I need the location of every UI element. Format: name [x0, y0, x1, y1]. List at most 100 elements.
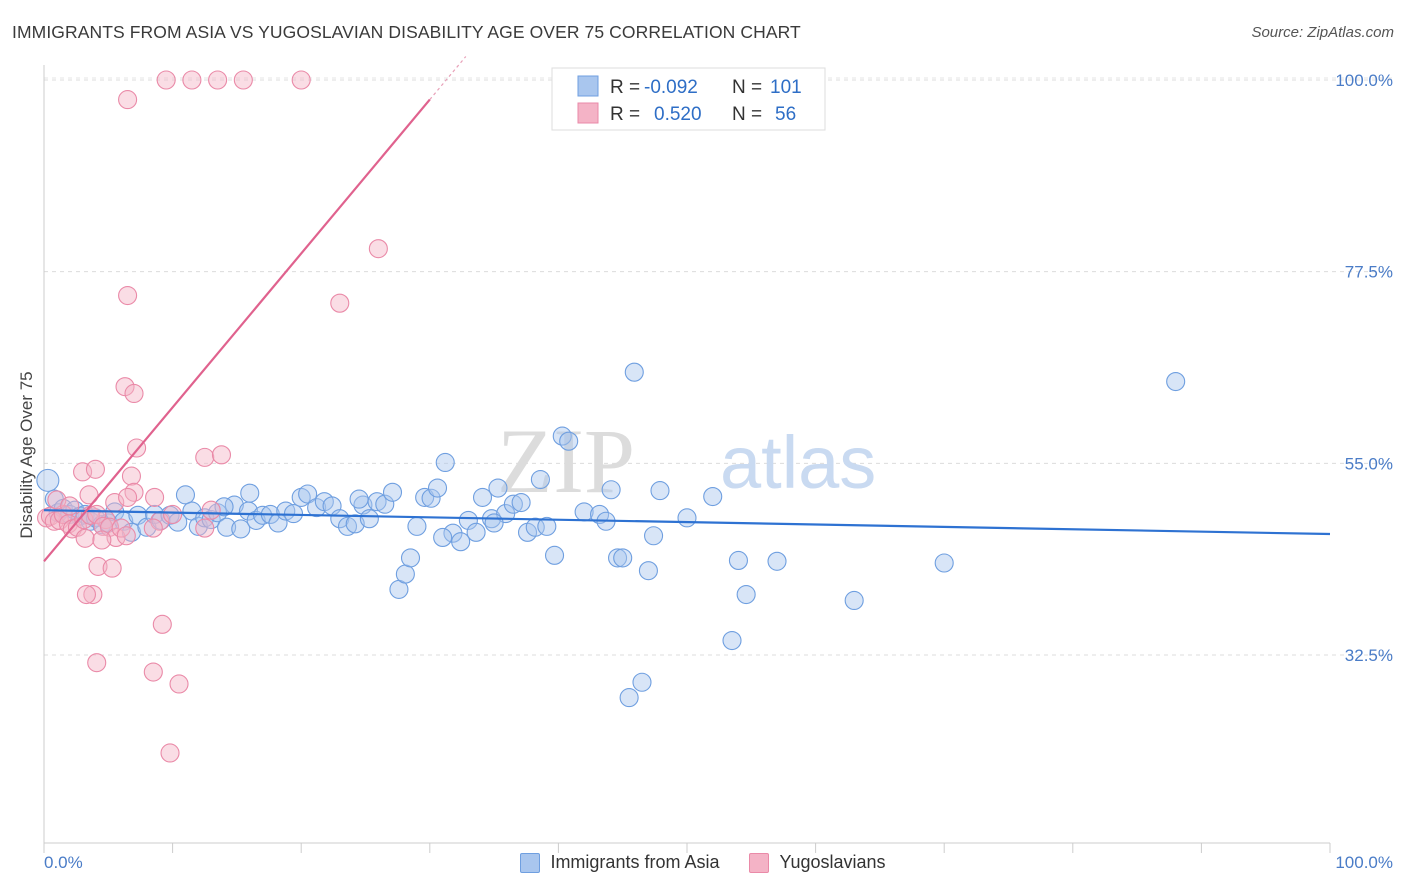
data-point-asia	[638, 561, 658, 581]
chart-title: IMMIGRANTS FROM ASIA VS YUGOSLAVIAN DISA…	[12, 22, 801, 42]
data-point-yugo	[143, 518, 163, 538]
data-point-asia	[650, 481, 670, 501]
data-point-yugo	[143, 662, 163, 682]
data-point-asia	[395, 564, 415, 584]
scatter-points	[36, 70, 1186, 763]
bottom-legend-swatch-yugo	[749, 852, 770, 873]
data-point-asia	[722, 630, 742, 651]
data-point-asia	[421, 488, 441, 508]
legend-swatch-yugo	[577, 102, 599, 124]
data-point-yugo	[79, 485, 99, 505]
legend-n-value-yugo: 56	[775, 104, 796, 125]
data-point-asia	[934, 553, 954, 573]
source-note: Source: ZipAtlas.com	[1251, 24, 1394, 41]
data-point-asia	[703, 487, 723, 507]
data-point-asia	[307, 498, 327, 518]
data-point-asia	[175, 485, 196, 505]
data-point-asia	[844, 590, 864, 611]
data-point-yugo	[195, 447, 215, 467]
gridlines	[44, 77, 1393, 656]
data-point-asia	[382, 482, 403, 502]
data-point-asia	[632, 672, 652, 692]
data-point-yugo	[121, 466, 141, 486]
data-point-asia	[552, 426, 572, 446]
data-point-asia	[330, 509, 350, 529]
data-point-asia	[601, 480, 621, 500]
data-point-yugo	[118, 487, 138, 507]
data-point-asia	[537, 516, 557, 536]
bottom-legend-label-asia: Immigrants from Asia	[550, 852, 720, 872]
data-point-yugo	[102, 558, 122, 578]
data-point-asia	[427, 478, 448, 498]
data-point-asia	[435, 452, 455, 473]
data-point-yugo	[87, 653, 107, 673]
data-point-asia	[375, 494, 395, 514]
data-point-asia	[400, 548, 421, 568]
data-point-asia	[407, 516, 427, 536]
data-point-asia	[472, 487, 493, 507]
bottom-legend-item-asia: Immigrants from Asia	[520, 852, 719, 873]
data-point-asia	[451, 532, 471, 552]
legend-r-label-asia: R =	[610, 77, 640, 98]
data-point-yugo	[291, 70, 311, 90]
data-point-asia	[217, 517, 237, 537]
data-point-asia	[121, 522, 141, 542]
data-point-yugo	[116, 526, 136, 546]
data-point-asia	[433, 527, 453, 547]
data-point-asia	[624, 362, 644, 382]
data-point-yugo	[368, 239, 388, 259]
data-point-asia	[767, 551, 787, 571]
data-point-asia	[345, 514, 365, 534]
data-point-asia	[214, 497, 234, 517]
data-point-yugo	[145, 487, 165, 507]
data-point-yugo	[85, 459, 105, 479]
axes	[43, 65, 1331, 853]
data-point-yugo	[88, 556, 108, 576]
y-tick-label: 32.5%	[1345, 646, 1393, 665]
data-point-yugo	[124, 383, 144, 404]
legend-r-value-yugo: 0.520	[654, 104, 702, 125]
x-tick-label-max: 100.0%	[1335, 853, 1393, 872]
data-point-yugo	[195, 518, 215, 538]
data-point-yugo	[160, 743, 180, 763]
data-point-yugo	[67, 517, 87, 537]
x-tick-label-min: 0.0%	[44, 853, 83, 872]
data-point-asia	[488, 478, 508, 498]
legend-r-label-yugo: R =	[610, 104, 640, 125]
legend-n-label-yugo: N =	[732, 104, 762, 125]
legend-swatch-asia	[577, 75, 599, 97]
data-point-asia	[458, 510, 478, 530]
data-point-asia	[240, 483, 260, 503]
legend-r-value-asia: -0.092	[644, 77, 698, 98]
data-point-asia	[484, 513, 504, 533]
y-tick-label: 100.0%	[1335, 71, 1393, 90]
y-tick-labels: 100.0% 77.5% 55.0% 32.5%	[1335, 71, 1393, 665]
watermark-atlas: atlas	[720, 421, 876, 504]
data-point-yugo	[87, 504, 107, 524]
data-point-asia	[349, 489, 369, 509]
data-point-asia	[1166, 372, 1186, 392]
data-point-asia	[415, 487, 435, 507]
watermark: ZIP atlas	[497, 410, 876, 512]
data-point-asia	[530, 469, 550, 490]
data-point-yugo	[156, 70, 176, 90]
trend-lines	[43, 56, 1331, 563]
data-point-asia	[608, 548, 628, 568]
data-point-asia	[613, 548, 633, 568]
data-point-yugo	[169, 674, 189, 694]
legend-n-value-asia: 101	[770, 77, 802, 98]
y-tick-label: 55.0%	[1345, 454, 1393, 473]
data-point-asia	[728, 550, 748, 570]
data-point-asia	[677, 508, 697, 528]
y-tick-label: 77.5%	[1345, 263, 1393, 282]
data-point-asia	[736, 584, 756, 605]
bottom-legend-label-yugo: Yugoslavians	[779, 852, 886, 872]
data-point-asia	[511, 492, 531, 513]
data-point-asia	[466, 522, 486, 542]
data-point-yugo	[163, 504, 183, 524]
data-point-asia	[337, 516, 358, 536]
data-point-yugo	[208, 70, 228, 90]
data-point-yugo	[118, 285, 138, 306]
data-point-asia	[36, 468, 60, 492]
data-point-asia	[619, 688, 639, 708]
